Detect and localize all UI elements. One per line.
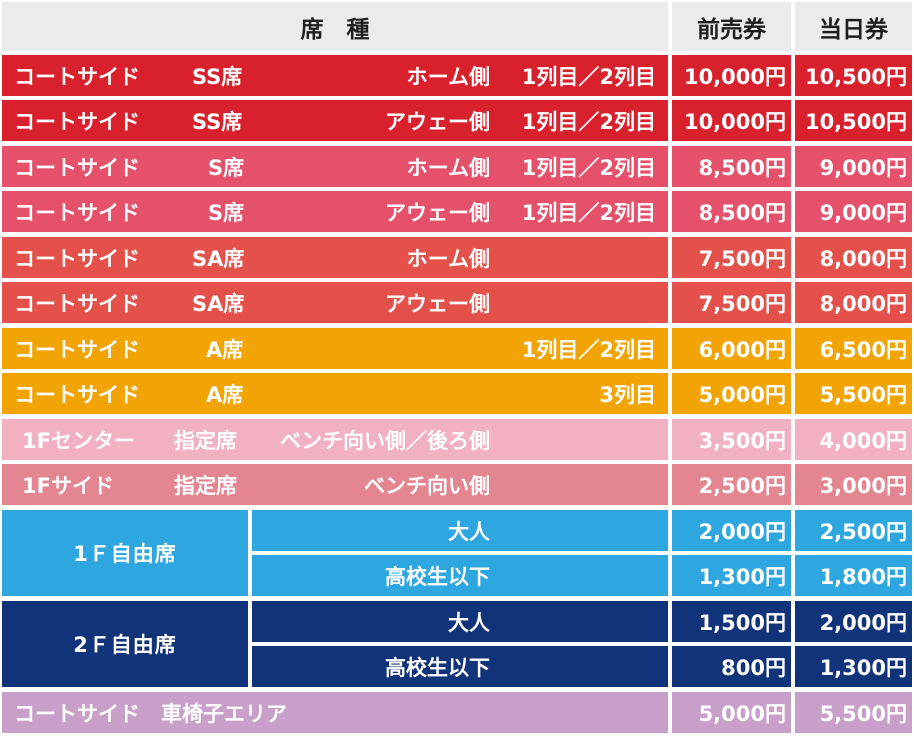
same-day-price: 3,000円 (795, 464, 912, 505)
seat-class: SS席 (192, 64, 243, 89)
seat-rows: 1列目／2列目 (521, 337, 656, 362)
seat-row: コートサイド A席 1列目／2列目 (2, 328, 668, 369)
seat-side: ホーム側 (406, 155, 490, 180)
advance-price: 2,500円 (672, 464, 791, 505)
seat-area: コートサイド (14, 200, 140, 225)
seat-side: ベンチ向い側 (364, 473, 490, 498)
advance-price: 3,500円 (672, 419, 791, 460)
seat-row: コートサイド S席 ホーム側 1列目／2列目 (2, 146, 668, 187)
seat-side: ホーム側 (406, 246, 490, 271)
advance-price: 5,000円 (672, 692, 791, 733)
seat-side: ホーム側 (406, 64, 490, 89)
advance-price: 7,500円 (672, 282, 791, 323)
seat-area: コートサイド (14, 109, 140, 134)
wheelchair-label: コートサイド 車椅子エリア (14, 701, 287, 726)
wheelchair-row: コートサイド 車椅子エリア (2, 692, 668, 733)
same-day-price: 9,000円 (795, 191, 912, 232)
same-day-price: 1,300円 (795, 646, 912, 687)
seat-side: アウェー側 (385, 291, 490, 316)
seat-side: アウェー側 (385, 200, 490, 225)
seat-area: コートサイド (14, 337, 140, 362)
advance-price: 800円 (672, 646, 791, 687)
seat-side: ベンチ向い側／後ろ側 (280, 428, 490, 453)
ticket-sub-student: 高校生以下 (252, 646, 668, 687)
seat-row: 1Fセンター 指定席 ベンチ向い側／後ろ側 (2, 419, 668, 460)
advance-price: 1,300円 (672, 555, 791, 596)
seat-row: コートサイド S席 アウェー側 1列目／2列目 (2, 191, 668, 232)
seat-rows: 3列目 (599, 382, 656, 407)
header-advance: 前売券 (672, 2, 791, 51)
seat-area: コートサイド (14, 291, 140, 316)
same-day-price: 8,000円 (795, 282, 912, 323)
same-day-price: 9,000円 (795, 146, 912, 187)
seat-area: コートサイド (14, 382, 140, 407)
seat-class: SA席 (192, 291, 245, 316)
header-seat-type: 席 種 (2, 2, 668, 51)
seat-row: 1Fサイド 指定席 ベンチ向い側 (2, 464, 668, 505)
seat-row: コートサイド SA席 ホーム側 (2, 237, 668, 278)
seat-area: コートサイド (14, 246, 140, 271)
seat-class: SS席 (192, 109, 243, 134)
seat-area: 1Fサイド (22, 473, 114, 498)
seat-row: コートサイド SS席 ホーム側 1列目／2列目 (2, 55, 668, 96)
advance-price: 10,000円 (672, 55, 791, 96)
ticket-sub-student: 高校生以下 (252, 555, 668, 596)
seat-class: S席 (208, 155, 245, 180)
advance-price: 5,000円 (672, 373, 791, 414)
seat-class: S席 (208, 200, 245, 225)
advance-price: 7,500円 (672, 237, 791, 278)
advance-price: 2,000円 (672, 510, 791, 551)
same-day-price: 2,500円 (795, 510, 912, 551)
group-label-1f: 1Ｆ自由席 (2, 510, 248, 596)
seat-area: コートサイド (14, 64, 140, 89)
advance-price: 8,500円 (672, 146, 791, 187)
ticket-sub-adult: 大人 (252, 601, 668, 642)
seat-rows: 1列目／2列目 (521, 155, 656, 180)
group-label-2f: 2Ｆ自由席 (2, 601, 248, 687)
advance-price: 8,500円 (672, 191, 791, 232)
same-day-price: 5,500円 (795, 692, 912, 733)
seat-class: SA席 (192, 246, 245, 271)
advance-price: 6,000円 (672, 328, 791, 369)
seat-rows: 1列目／2列目 (521, 200, 656, 225)
seat-row: コートサイド SA席 アウェー側 (2, 282, 668, 323)
seat-class: 指定席 (174, 473, 237, 498)
seat-row: コートサイド A席 3列目 (2, 373, 668, 414)
same-day-price: 10,500円 (795, 100, 912, 141)
seat-class: 指定席 (174, 428, 237, 453)
same-day-price: 8,000円 (795, 237, 912, 278)
seat-class: A席 (206, 337, 244, 362)
same-day-price: 1,800円 (795, 555, 912, 596)
header-same-day: 当日券 (795, 2, 912, 51)
same-day-price: 6,500円 (795, 328, 912, 369)
seat-side: アウェー側 (385, 109, 490, 134)
seat-area: コートサイド (14, 155, 140, 180)
same-day-price: 5,500円 (795, 373, 912, 414)
ticket-sub-adult: 大人 (252, 510, 668, 551)
advance-price: 1,500円 (672, 601, 791, 642)
same-day-price: 2,000円 (795, 601, 912, 642)
seat-row: コートサイド SS席 アウェー側 1列目／2列目 (2, 100, 668, 141)
advance-price: 10,000円 (672, 100, 791, 141)
seat-rows: 1列目／2列目 (521, 109, 656, 134)
seat-area: 1Fセンター (22, 428, 135, 453)
same-day-price: 4,000円 (795, 419, 912, 460)
same-day-price: 10,500円 (795, 55, 912, 96)
seat-rows: 1列目／2列目 (521, 64, 656, 89)
seat-class: A席 (206, 382, 244, 407)
